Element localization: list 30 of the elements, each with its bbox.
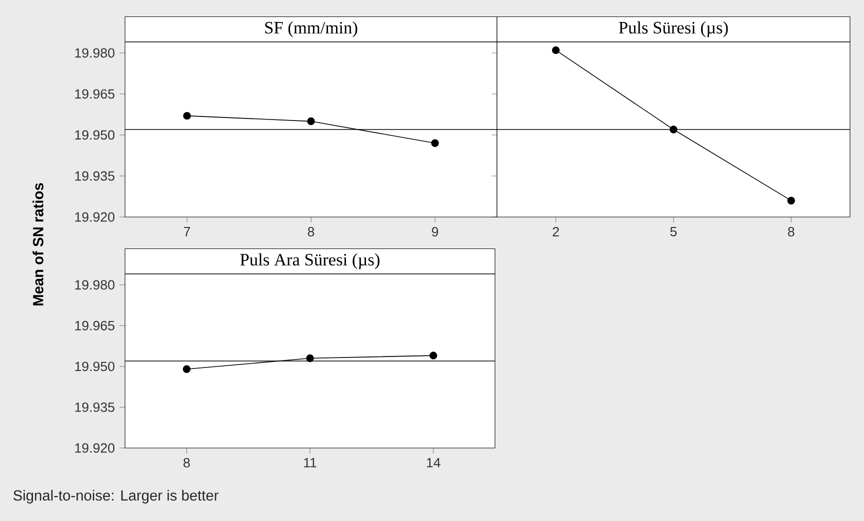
point — [183, 112, 191, 120]
x-tick-label: 8 — [308, 227, 314, 236]
chart-title: SF (mm/min) — [265, 21, 358, 38]
y-tick-label: 19.920 — [75, 212, 114, 222]
y-axis-title: Mean of SN ratios — [32, 183, 44, 306]
x-tick-label: 9 — [432, 227, 438, 236]
y-tick-label: 19.935 — [75, 171, 114, 181]
y-tick-label: 19.980 — [75, 48, 114, 58]
x-tick-label: 8 — [184, 458, 190, 468]
x-tick-label: 2 — [552, 227, 559, 236]
x-tick-label: 7 — [184, 227, 190, 236]
point — [431, 139, 439, 148]
y-tick-label: 19.980 — [75, 280, 114, 290]
x-tick-label: 14 — [426, 458, 440, 468]
x-tick-label: 5 — [670, 227, 677, 236]
chart-title: Puls Süresi (µs) — [618, 21, 728, 38]
text: Signal-to-noise: Larger is better — [13, 490, 219, 504]
point — [429, 352, 438, 360]
y-tick-label: 19.950 — [75, 362, 114, 372]
point — [306, 354, 314, 362]
y-tick-label: 19.950 — [75, 130, 114, 140]
y-tick-label: 19.965 — [75, 320, 114, 330]
chart-title: Puls Ara Süresi (µs) — [240, 253, 380, 270]
y-tick-label: 19.935 — [75, 402, 114, 412]
x-tick-label: 8 — [788, 227, 794, 236]
x-tick-label: 11 — [304, 458, 316, 468]
point — [307, 117, 315, 126]
y-tick-label: 19.920 — [75, 443, 114, 453]
point — [182, 365, 191, 374]
y-tick-label: 19.965 — [75, 89, 114, 99]
